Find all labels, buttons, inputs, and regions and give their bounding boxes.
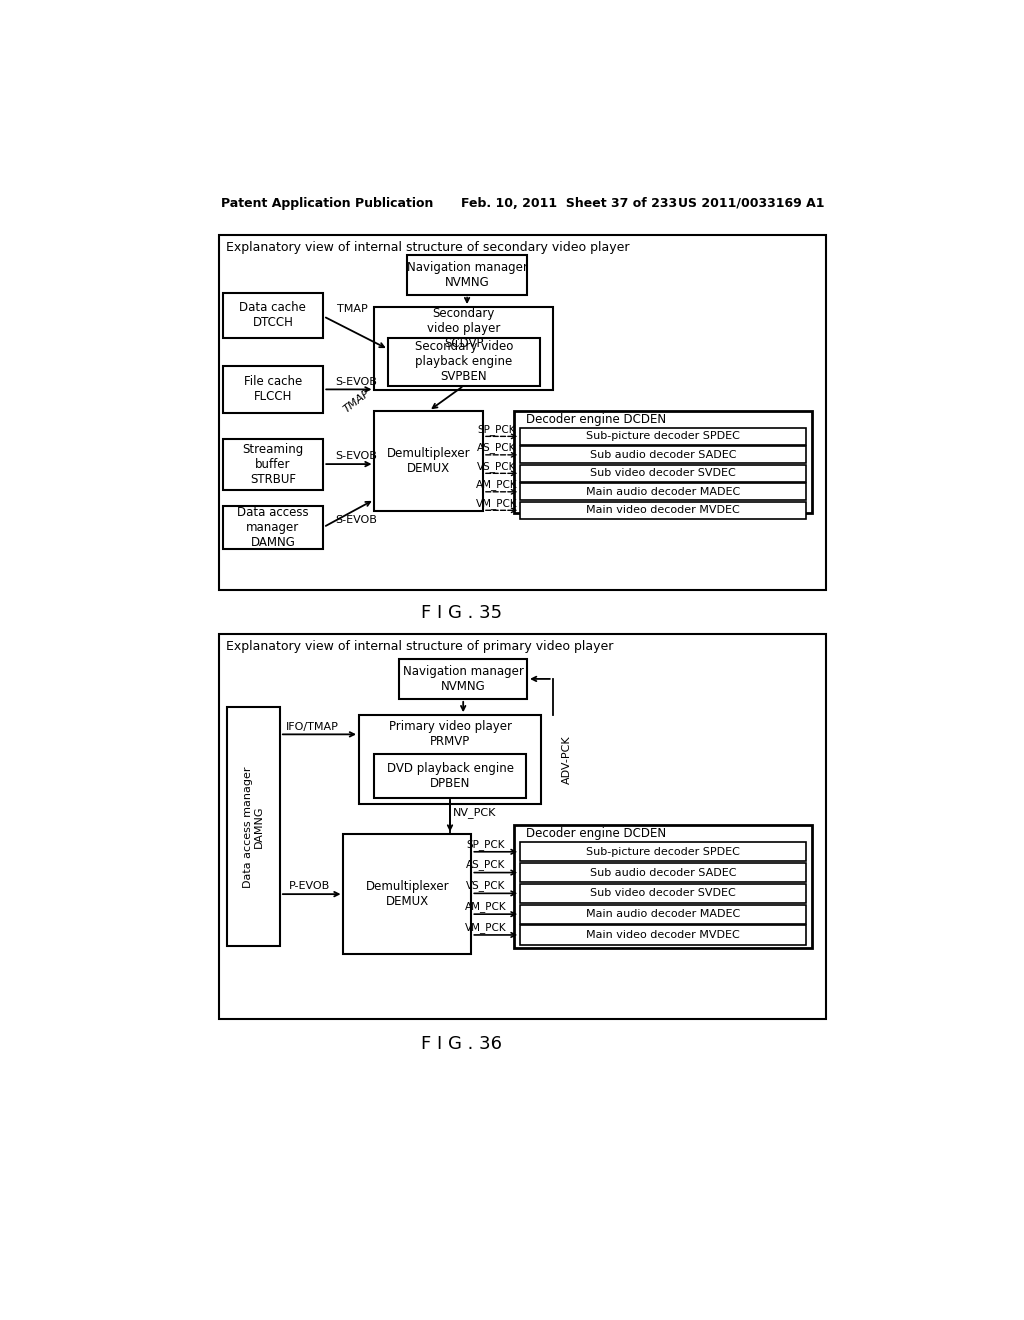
Bar <box>520 884 806 903</box>
Text: Secondary
video player
SCDVP: Secondary video player SCDVP <box>427 308 501 350</box>
Bar <box>520 842 806 862</box>
Text: US 2011/0033169 A1: US 2011/0033169 A1 <box>678 197 824 210</box>
Bar <box>219 235 825 590</box>
Bar <box>520 904 806 924</box>
Text: Sub video decoder SVDEC: Sub video decoder SVDEC <box>590 888 736 899</box>
Bar <box>520 446 806 463</box>
Text: Sub-picture decoder SPDEC: Sub-picture decoder SPDEC <box>586 847 740 857</box>
Bar <box>520 483 806 500</box>
Text: Sub video decoder SVDEC: Sub video decoder SVDEC <box>590 469 736 478</box>
Bar <box>222 507 324 549</box>
Text: Explanatory view of internal structure of primary video player: Explanatory view of internal structure o… <box>225 640 613 653</box>
Bar <box>399 659 527 700</box>
Text: ADV-PCK: ADV-PCK <box>561 735 571 784</box>
Text: AS_PCK: AS_PCK <box>477 442 516 453</box>
Text: AS_PCK: AS_PCK <box>466 859 505 870</box>
Text: Explanatory view of internal structure of secondary video player: Explanatory view of internal structure o… <box>225 242 629 255</box>
Bar <box>343 834 471 954</box>
Text: S-EVOB: S-EVOB <box>335 515 377 524</box>
Text: Sub audio decoder SADEC: Sub audio decoder SADEC <box>590 450 736 459</box>
Bar <box>222 440 324 490</box>
Text: VS_PCK: VS_PCK <box>466 880 505 891</box>
Text: File cache
FLCCH: File cache FLCCH <box>244 375 302 404</box>
Text: VM_PCK: VM_PCK <box>476 498 518 508</box>
Text: Data access
manager
DAMNG: Data access manager DAMNG <box>238 506 309 549</box>
Text: Main video decoder MVDEC: Main video decoder MVDEC <box>587 931 740 940</box>
Text: SP_PCK: SP_PCK <box>466 838 505 850</box>
Text: VS_PCK: VS_PCK <box>477 461 516 471</box>
Bar <box>375 754 525 799</box>
Bar <box>514 411 812 512</box>
Text: Data cache
DTCCH: Data cache DTCCH <box>240 301 306 330</box>
Text: AM_PCK: AM_PCK <box>465 902 506 912</box>
Bar <box>219 635 825 1019</box>
Bar <box>222 366 324 412</box>
Text: NV_PCK: NV_PCK <box>454 807 497 817</box>
Text: IFO/TMAP: IFO/TMAP <box>286 722 339 731</box>
Text: AM_PCK: AM_PCK <box>476 479 518 490</box>
Text: TMAP: TMAP <box>341 388 372 414</box>
Text: F I G . 36: F I G . 36 <box>421 1035 502 1053</box>
Text: Navigation manager
NVMNG: Navigation manager NVMNG <box>402 665 523 693</box>
Text: Main video decoder MVDEC: Main video decoder MVDEC <box>587 506 740 515</box>
Bar <box>388 338 540 385</box>
Text: VM_PCK: VM_PCK <box>465 921 506 933</box>
Bar <box>520 863 806 882</box>
Bar <box>520 502 806 519</box>
Bar <box>227 708 280 946</box>
Text: S-EVOB: S-EVOB <box>335 451 377 462</box>
Text: Sub-picture decoder SPDEC: Sub-picture decoder SPDEC <box>586 432 740 441</box>
Bar <box>359 715 541 804</box>
Bar <box>520 465 806 482</box>
Text: P-EVOB: P-EVOB <box>289 882 330 891</box>
Text: Streaming
buffer
STRBUF: Streaming buffer STRBUF <box>243 444 303 486</box>
Text: Feb. 10, 2011  Sheet 37 of 233: Feb. 10, 2011 Sheet 37 of 233 <box>461 197 677 210</box>
Text: Secondary video
playback engine
SVPBEN: Secondary video playback engine SVPBEN <box>415 341 513 383</box>
Text: Demultiplexer
DEMUX: Demultiplexer DEMUX <box>387 447 470 475</box>
Bar <box>407 255 527 294</box>
Text: Main audio decoder MADEC: Main audio decoder MADEC <box>586 909 740 919</box>
Text: S-EVOB: S-EVOB <box>335 376 377 387</box>
Text: Demultiplexer
DEMUX: Demultiplexer DEMUX <box>366 880 450 908</box>
Text: Patent Application Publication: Patent Application Publication <box>221 197 433 210</box>
Text: TMAP: TMAP <box>337 304 368 314</box>
Text: Primary video player
PRMVP: Primary video player PRMVP <box>388 721 512 748</box>
Text: Decoder engine DCDEN: Decoder engine DCDEN <box>525 413 666 426</box>
Text: Data access manager
DAMNG: Data access manager DAMNG <box>243 766 264 887</box>
Text: Sub audio decoder SADEC: Sub audio decoder SADEC <box>590 867 736 878</box>
Bar <box>520 925 806 945</box>
Text: F I G . 35: F I G . 35 <box>421 603 502 622</box>
Text: SP_PCK: SP_PCK <box>477 424 516 434</box>
Text: DVD playback engine
DPBEN: DVD playback engine DPBEN <box>386 762 513 789</box>
Bar <box>375 308 553 391</box>
Text: Main audio decoder MADEC: Main audio decoder MADEC <box>586 487 740 496</box>
Text: Decoder engine DCDEN: Decoder engine DCDEN <box>525 828 666 841</box>
Bar <box>222 293 324 338</box>
Bar <box>514 825 812 949</box>
Bar <box>375 411 483 511</box>
Text: Navigation manager
NVMNG: Navigation manager NVMNG <box>407 260 527 289</box>
Bar <box>520 428 806 445</box>
